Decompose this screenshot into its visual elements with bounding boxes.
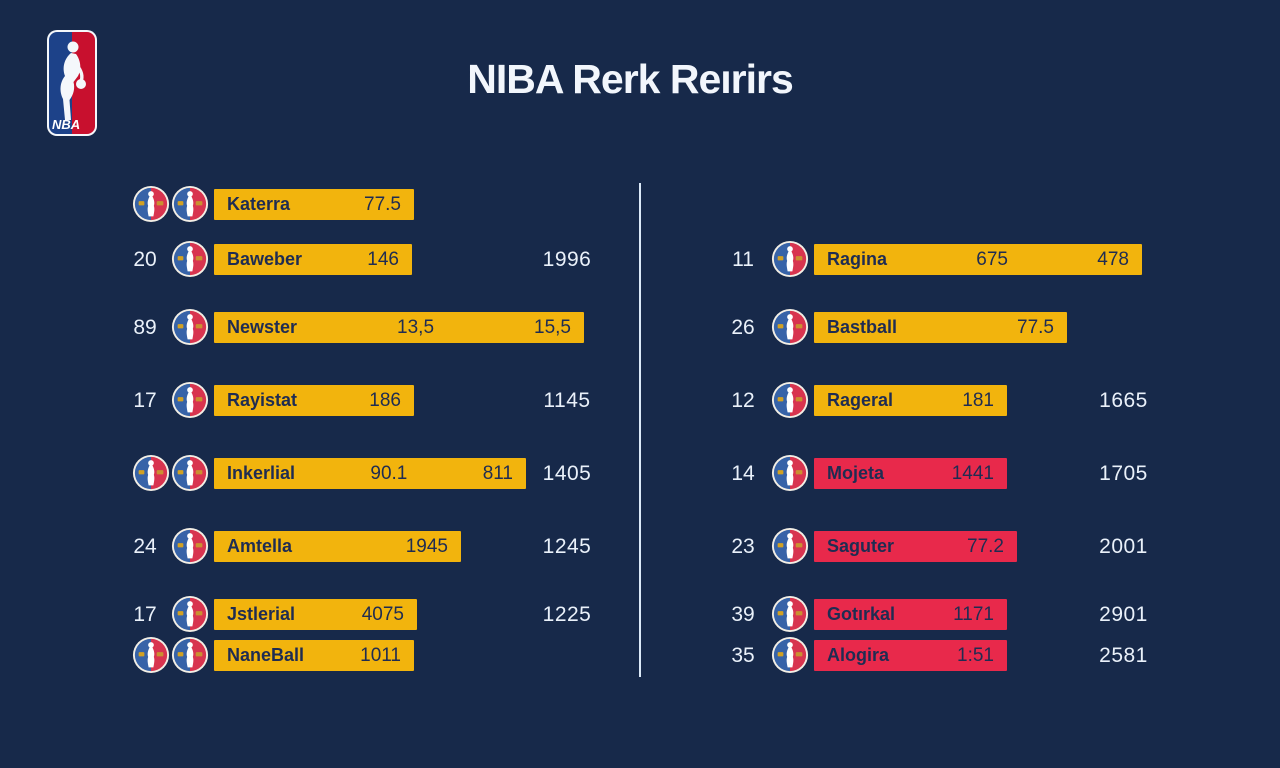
team-badge-icon: [171, 185, 209, 223]
bar-value: 77.5: [364, 193, 401, 215]
bar-label: Inkerlial: [227, 463, 296, 483]
row-rank: 12: [731, 389, 755, 412]
bar-value: 675: [976, 248, 1008, 270]
row-rank: 17: [133, 603, 157, 626]
stat-bar: Amtella 1945: [214, 531, 461, 562]
row-end-value: 2001: [1099, 535, 1148, 558]
team-badge-icon: [171, 636, 209, 674]
row-rank: 89: [133, 316, 157, 339]
row-end-value: 1245: [542, 535, 592, 558]
bar-value: 186: [369, 389, 401, 411]
team-badge-icon: [171, 240, 209, 278]
bar-value: 811: [482, 462, 513, 484]
row-end-value: 2901: [1099, 603, 1148, 626]
bar-value: 77.2: [967, 535, 1004, 557]
team-badge-icon: [132, 636, 170, 674]
team-badge-icon: [171, 381, 209, 419]
row-end-value: 1145: [543, 389, 591, 412]
stat-bar: Katerra 77.5: [214, 189, 414, 220]
bar-value: 13,5: [397, 316, 435, 338]
nba-logo: NBA: [47, 30, 97, 136]
bar-label: Gotırkal: [827, 604, 896, 624]
row-end-value: 1665: [1099, 389, 1148, 412]
stat-bar: Jstlerial 4075: [214, 599, 417, 630]
bar-label: Rageral: [827, 390, 894, 410]
team-badge-icon: [771, 240, 809, 278]
team-badge-icon: [771, 454, 809, 492]
team-badge-icon: [171, 454, 209, 492]
stat-bar: Mojeta 1441: [814, 458, 1007, 489]
team-badge-icon: [771, 308, 809, 346]
stat-bar: Bastball 77.5: [814, 312, 1067, 343]
stat-bar: Alogira 1:51: [814, 640, 1007, 671]
bar-label: Mojeta: [827, 463, 885, 483]
row-rank: 24: [133, 535, 157, 558]
bar-label: Alogira: [827, 645, 890, 665]
bar-value: 77.5: [1017, 316, 1054, 338]
nba-logo-text: NBA: [52, 117, 80, 132]
row-end-value: 1996: [542, 248, 592, 271]
bar-label: Katerra: [227, 194, 291, 214]
bar-label: NaneBall: [227, 645, 305, 665]
bar-label: Newster: [227, 317, 298, 337]
row-rank: 39: [731, 603, 755, 626]
team-badge-icon: [171, 527, 209, 565]
bar-label: Amtella: [227, 536, 293, 556]
row-end-value: 1705: [1099, 462, 1148, 485]
bar-label: Bastball: [827, 317, 898, 337]
stat-bar: Saguter 77.2: [814, 531, 1017, 562]
bar-label: Rayistat: [227, 390, 298, 410]
team-badge-icon: [132, 185, 170, 223]
stat-bar: Baweber 146: [214, 244, 412, 275]
row-end-value: 1225: [542, 603, 592, 626]
row-end-value: 2581: [1099, 644, 1148, 667]
bar-value: 90.1: [370, 462, 408, 484]
bar-value: 1:51: [957, 644, 994, 666]
nba-logo-icon: NBA: [47, 30, 97, 136]
row-rank: 26: [731, 316, 755, 339]
row-rank: 14: [731, 462, 755, 485]
team-badge-icon: [171, 308, 209, 346]
bar-value: 1171: [953, 603, 994, 625]
bar-value: 146: [367, 248, 399, 270]
bar-label: Baweber: [227, 249, 303, 269]
team-badge-icon: [771, 595, 809, 633]
team-badge-icon: [771, 527, 809, 565]
team-badge-icon: [171, 595, 209, 633]
stat-bar: Inkerlial 90.1 811: [214, 458, 526, 489]
bar-value: 478: [1097, 248, 1129, 270]
bar-value: 4075: [361, 603, 404, 625]
bar-value: 1441: [951, 462, 994, 484]
bar-value: 1011: [360, 644, 401, 666]
stat-bar: Gotırkal 1171: [814, 599, 1007, 630]
team-badge-icon: [771, 636, 809, 674]
column-divider: [639, 183, 641, 677]
page-title: NIBA Rerk Reırirs: [467, 56, 794, 102]
team-badge-icon: [132, 454, 170, 492]
row-rank: 20: [133, 248, 157, 271]
bar-label: Ragina: [827, 249, 888, 269]
row-rank: 35: [731, 644, 755, 667]
bar-label: Saguter: [827, 536, 895, 556]
row-rank: 11: [732, 248, 754, 271]
stat-bar: Ragina 675 478: [814, 244, 1142, 275]
row-end-value: 1405: [542, 462, 592, 485]
stat-bar: Newster 13,5 15,5: [214, 312, 584, 343]
bar-label: Jstlerial: [227, 604, 296, 624]
stat-bar: Rayistat 186: [214, 385, 414, 416]
team-badge-icon: [771, 381, 809, 419]
bar-value: 1945: [405, 535, 448, 557]
bar-value: 15,5: [534, 316, 571, 338]
row-rank: 23: [731, 535, 755, 558]
row-rank: 17: [133, 389, 157, 412]
stat-bar: Rageral 181: [814, 385, 1007, 416]
stat-bar: NaneBall 1011: [214, 640, 414, 671]
bar-value: 181: [962, 389, 994, 411]
